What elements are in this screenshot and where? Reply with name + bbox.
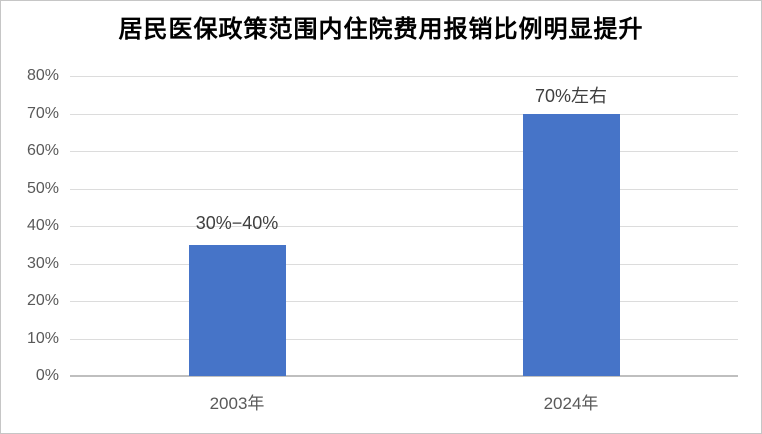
data-label: 70%左右 (534, 85, 608, 106)
gridline (70, 113, 738, 115)
gridline (70, 151, 738, 152)
plot-area: 30%−40% 70%左右 (70, 76, 738, 377)
y-axis-labels: 0% 10% 20% 30% 40% 50% 60% 70% 80% (1, 67, 61, 384)
data-label: 30%−40% (195, 212, 279, 233)
y-tick-label: 40% (26, 217, 59, 234)
x-category-label: 2003年 (209, 394, 265, 413)
bar-2003年 (188, 244, 286, 376)
y-tick-label: 20% (26, 292, 59, 309)
y-tick-label: 80% (26, 67, 59, 84)
x-category-label: 2024年 (543, 394, 599, 413)
y-tick-label: 60% (26, 142, 59, 159)
x-axis-line (70, 375, 738, 377)
y-tick-label: 30% (26, 254, 59, 272)
y-tick-label: 0% (35, 367, 59, 384)
gridline (70, 226, 738, 227)
gridline (70, 301, 738, 302)
y-tick-label: 70% (26, 104, 59, 122)
gridline (70, 263, 738, 265)
y-tick-label: 10% (26, 329, 59, 347)
y-tick-label: 50% (26, 179, 59, 197)
gridline (70, 338, 738, 340)
gridline (70, 188, 738, 190)
chart-title: 居民医保政策范围内住院费用报销比例明显提升 (118, 16, 644, 43)
bar-2024年 (522, 113, 620, 376)
gridline (70, 76, 738, 77)
